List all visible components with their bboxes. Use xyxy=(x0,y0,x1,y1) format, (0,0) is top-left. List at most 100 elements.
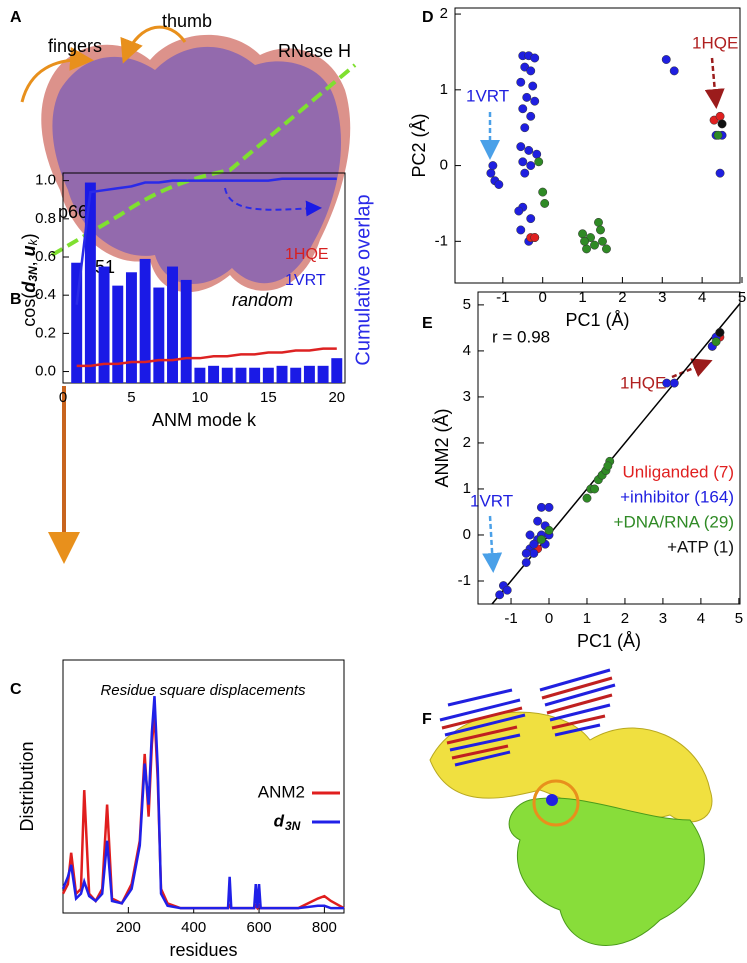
legend-label: d xyxy=(274,811,285,830)
x-tick-label: 3 xyxy=(659,610,667,627)
point xyxy=(520,168,530,178)
panel-label: A xyxy=(10,9,22,26)
bar xyxy=(276,365,288,383)
point xyxy=(522,92,532,102)
inhibitor xyxy=(546,794,558,806)
point xyxy=(521,558,531,568)
annotation: r = 0.98 xyxy=(492,327,550,346)
point xyxy=(715,328,725,337)
y-tick-label: 1 xyxy=(463,480,471,497)
legend-label: Unliganded (7) xyxy=(622,462,734,481)
legend-label: +DNA/RNA (29) xyxy=(614,512,734,531)
line xyxy=(61,696,344,910)
label: fingers xyxy=(48,36,102,56)
x-tick-label: 15 xyxy=(260,389,277,406)
panel-label: F xyxy=(422,711,432,728)
bar xyxy=(167,266,178,383)
y-tick-label: 5 xyxy=(463,296,471,313)
y-tick-label: 0.8 xyxy=(35,210,56,227)
chart-title: Residue square displacements xyxy=(100,682,306,699)
y-tick-label: 4 xyxy=(463,342,471,359)
bar xyxy=(208,365,220,383)
legend-label: +inhibitor (164) xyxy=(620,487,734,506)
bar xyxy=(221,367,233,383)
point xyxy=(516,225,526,235)
x-tick-label: -1 xyxy=(504,610,517,627)
point xyxy=(494,180,504,189)
x-tick-label: 5 xyxy=(738,289,746,306)
arrow xyxy=(482,515,503,573)
protein-1hqe xyxy=(41,34,351,293)
point xyxy=(525,530,535,540)
point xyxy=(533,516,543,526)
x-axis-label: PC1 (Å) xyxy=(577,631,641,651)
point xyxy=(713,130,723,140)
bar xyxy=(249,367,261,383)
structure-image-f xyxy=(429,668,713,946)
y-tick-label: 3 xyxy=(463,388,471,405)
y-tick-label: -1 xyxy=(458,572,471,589)
point xyxy=(538,187,548,197)
point xyxy=(516,142,526,152)
x-tick-label: 4 xyxy=(697,610,705,627)
point xyxy=(590,240,599,250)
point xyxy=(502,585,512,595)
legend-label: 1HQE xyxy=(285,246,329,263)
x-tick-label: 3 xyxy=(658,289,666,306)
bar xyxy=(235,367,247,383)
bar xyxy=(303,365,315,383)
point xyxy=(529,548,539,558)
domain-boundary xyxy=(50,63,357,257)
x-tick-label: 1 xyxy=(578,289,586,306)
point xyxy=(669,66,679,76)
x-tick-label: 400 xyxy=(181,919,206,936)
y-tick-label: 2 xyxy=(440,5,448,22)
point xyxy=(540,199,550,208)
x-tick-label: 2 xyxy=(621,610,629,627)
plot-frame xyxy=(62,659,345,914)
bar xyxy=(290,367,302,383)
y-axis-label: ANM2 (Å) xyxy=(432,408,452,487)
point xyxy=(715,168,725,178)
label: RNase H xyxy=(278,41,351,61)
legend-label: ANM2 xyxy=(258,782,305,801)
y-axis-label: PC2 (Å) xyxy=(409,113,429,177)
point xyxy=(536,535,546,545)
annotation: 1VRT xyxy=(470,491,513,510)
x-tick-label: 0 xyxy=(539,289,547,306)
point xyxy=(530,53,540,63)
point xyxy=(602,244,611,254)
y-tick-label: 1 xyxy=(440,81,448,98)
point xyxy=(590,484,600,494)
line xyxy=(75,177,337,305)
point xyxy=(526,111,536,121)
point xyxy=(514,206,524,216)
point xyxy=(536,502,546,512)
legend-label: 3N xyxy=(285,819,301,833)
bar xyxy=(84,182,96,383)
bar xyxy=(153,287,165,383)
point xyxy=(530,233,540,242)
point xyxy=(529,539,539,549)
arrow xyxy=(120,25,187,64)
point xyxy=(526,66,536,76)
arrow xyxy=(704,57,725,109)
bar xyxy=(71,262,83,383)
legend-label: 1VRT xyxy=(285,272,326,289)
point xyxy=(520,123,530,133)
point xyxy=(582,493,592,503)
legend-label: +ATP (1) xyxy=(667,537,734,556)
point xyxy=(486,168,496,178)
y-tick-label: 1.0 xyxy=(35,172,56,189)
bar xyxy=(139,258,151,383)
y-tick-label: 0 xyxy=(463,526,471,543)
y-axis-label: Distribution xyxy=(17,741,37,831)
point xyxy=(524,145,534,155)
x-tick-label: 800 xyxy=(312,919,337,936)
x-tick-label: 0 xyxy=(545,610,553,627)
point xyxy=(717,119,727,129)
plot-frame xyxy=(477,291,741,605)
point xyxy=(715,111,725,121)
point xyxy=(518,104,528,114)
